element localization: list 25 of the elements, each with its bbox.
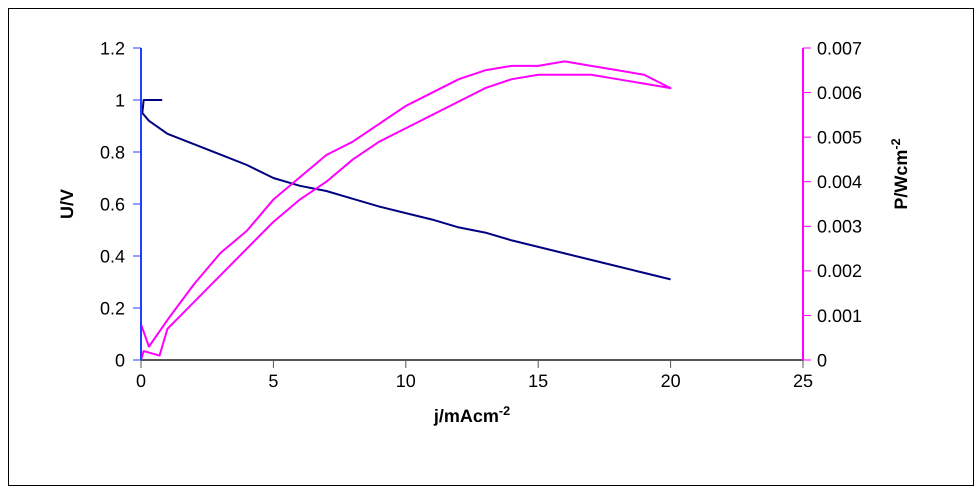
line-series	[141, 60, 672, 360]
y2-tick-label: 0	[817, 350, 828, 370]
y2-tick-label: 0.007	[817, 38, 862, 58]
y-tick-label: 0.8	[100, 142, 125, 162]
x-axis-title: j/mAcm$^{-2}$	[432, 404, 510, 426]
y2-tick-label: 0.002	[817, 261, 862, 282]
y2-tick-label: 0.001	[817, 306, 862, 326]
y2-tick-label: 0.004	[817, 172, 862, 192]
y-axis-title: U/V	[57, 188, 77, 220]
x-tick-label: 10	[396, 370, 416, 391]
y-tick-label: 1.2	[100, 38, 125, 58]
x-tick-label: 5	[268, 370, 278, 391]
x-tick-label: 20	[660, 370, 681, 391]
y-tick-label: 0	[114, 350, 125, 370]
x-tick-label: 15	[528, 370, 548, 391]
line-series	[141, 99, 672, 280]
y-tick-label: 1	[114, 90, 125, 110]
y2-tick-label: 0.006	[817, 82, 862, 103]
y2-tick-label: 0.003	[817, 216, 862, 237]
y2-tick-label: 0.005	[817, 128, 862, 148]
x-tick-label: 25	[792, 370, 814, 391]
y-tick-label: 0.2	[100, 298, 125, 318]
y-tick-label: 0.6	[100, 194, 125, 214]
x-tick-label: 0	[136, 370, 146, 391]
y-tick-label: 0.4	[100, 246, 125, 266]
